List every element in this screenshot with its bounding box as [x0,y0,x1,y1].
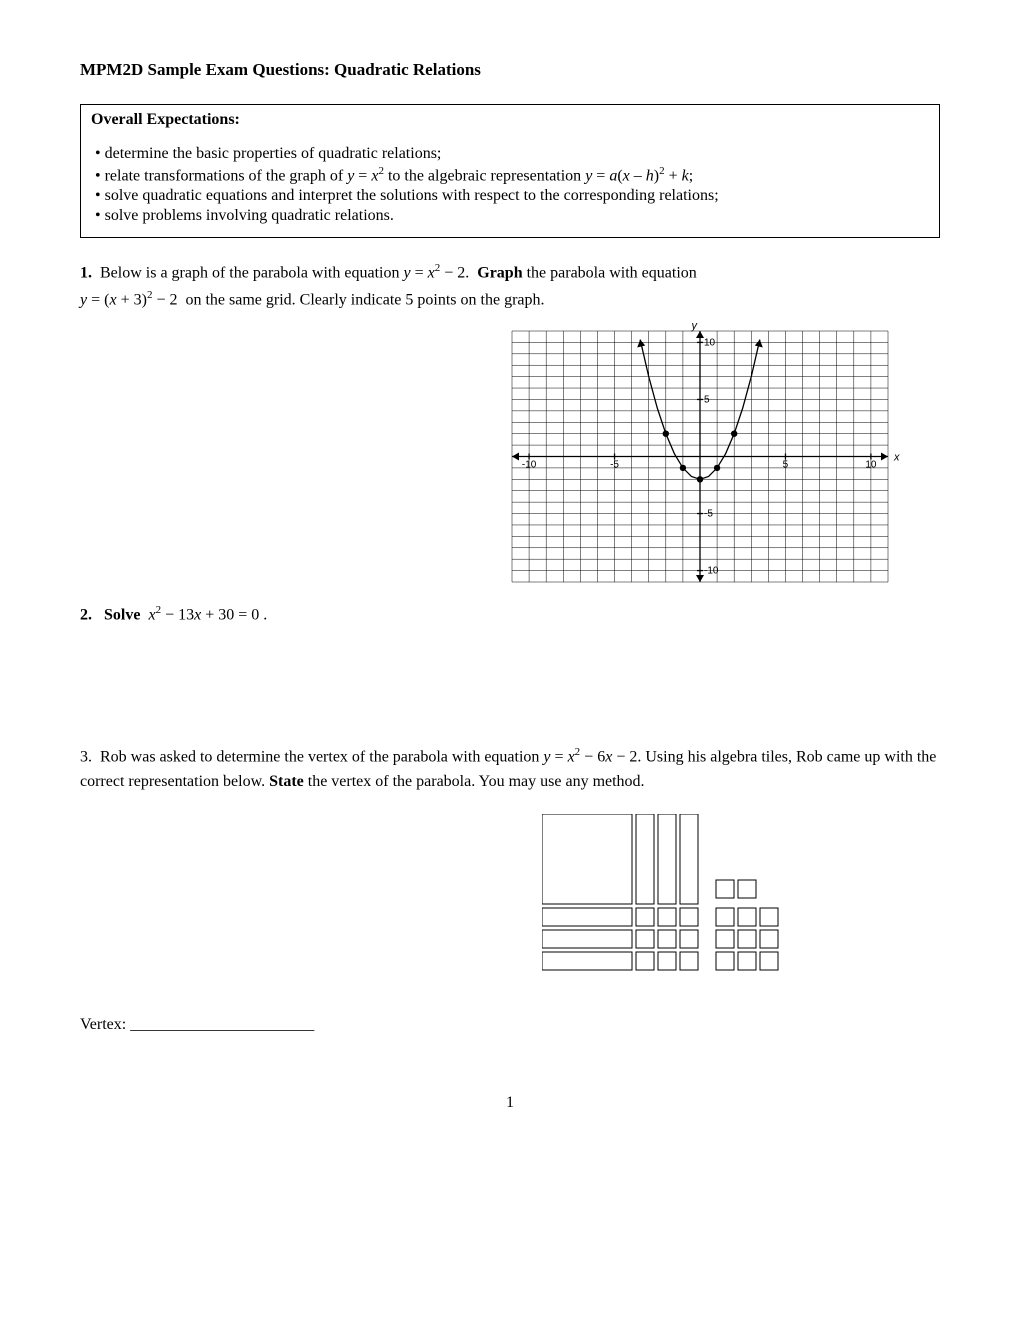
graph-container: -10 -5 5 10 -10 -5 5 10 x y [80,319,940,594]
q3-state: State [269,773,304,790]
svg-text:x: x [893,451,900,463]
expectations-heading: Overall Expectations: [91,111,929,129]
parabola-graph: -10 -5 5 10 -10 -5 5 10 x y [500,319,900,594]
question-1: 1. Below is a graph of the parabola with… [80,262,940,309]
svg-text:5: 5 [704,394,710,405]
expectation-item: • determine the basic properties of quad… [95,145,929,163]
svg-text:-10: -10 [704,566,719,577]
page-number: 1 [80,1094,940,1112]
svg-text:-10: -10 [522,459,537,470]
expectation-item: • solve problems involving quadratic rel… [95,207,929,225]
svg-text:5: 5 [783,459,789,470]
page-title: MPM2D Sample Exam Questions: Quadratic R… [80,60,940,80]
q1-text: Below is a graph of the parabola with eq… [100,265,403,282]
vertex-blank: _______________________ [130,1016,314,1033]
q2-solve: Solve [104,606,140,623]
q3-number: 3. [80,749,92,766]
vertex-label: Vertex: [80,1016,126,1033]
expectation-item: • relate transformations of the graph of… [95,165,929,185]
tiles-diagram [542,814,780,976]
question-3: 3. Rob was asked to determine the vertex… [80,744,940,793]
svg-text:10: 10 [865,459,877,470]
q1-number: 1. [80,265,92,282]
expectation-item: • solve quadratic equations and interpre… [95,187,929,205]
q1-graph-word: Graph [477,265,522,282]
q1-text: the parabola with equation [527,265,697,282]
expectations-list: • determine the basic properties of quad… [91,145,929,225]
q2-number: 2. [80,606,92,623]
q3-text: the vertex of the parabola. You may use … [304,773,645,790]
question-2: 2. Solve x2 − 13x + 30 = 0 . [80,604,940,624]
q1-text: on the same grid. Clearly indicate 5 poi… [181,291,544,308]
algebra-tiles [80,814,940,976]
vertex-answer-line: Vertex: _______________________ [80,1016,940,1034]
q1-text: . [465,265,473,282]
q3-text: Rob was asked to determine the vertex of… [100,749,543,766]
svg-text:10: 10 [704,337,716,348]
expectations-box: Overall Expectations: • determine the ba… [80,104,940,238]
svg-text:-5: -5 [704,509,713,520]
svg-text:y: y [691,320,699,332]
svg-text:-5: -5 [610,459,619,470]
q2-period: . [263,606,267,623]
